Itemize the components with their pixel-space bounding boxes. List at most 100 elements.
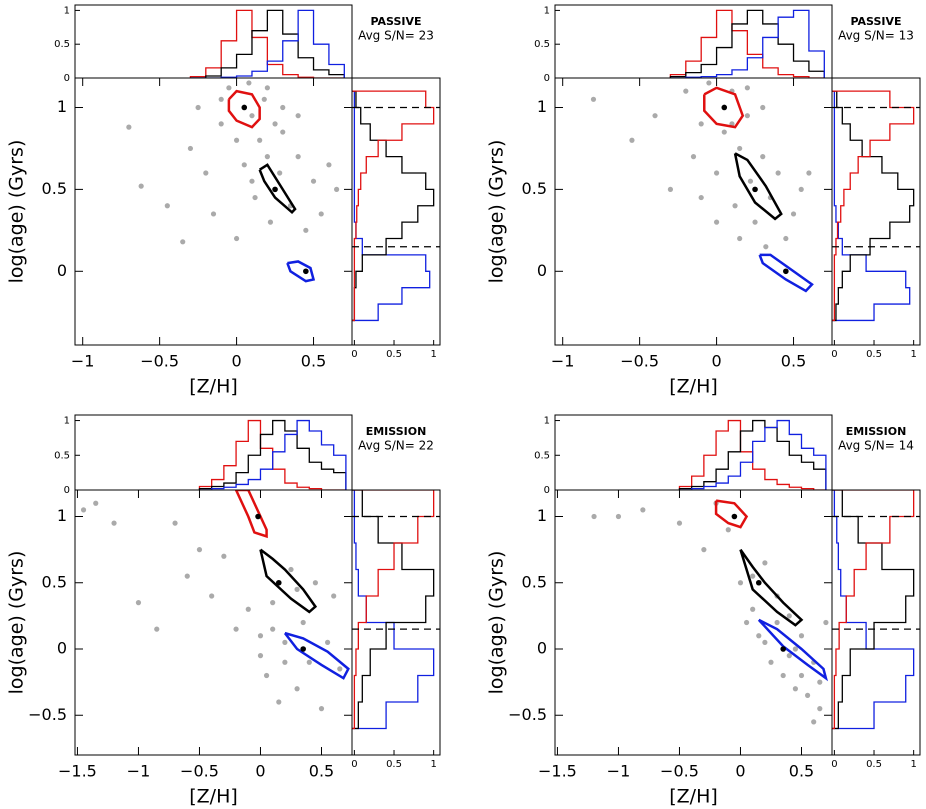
histogram-step [352,490,435,730]
contour [286,260,316,283]
scatter-point [737,235,743,242]
panel-title: PASSIVE [370,15,421,28]
y-tick-label: 0 [57,261,67,280]
best-fit-point [272,186,278,193]
scatter-point [303,227,309,233]
scatter-point [154,626,160,632]
right-hist-frame [831,489,921,756]
scatter-point [591,513,597,520]
y-axis-label: log(age) (Gyrs) [486,551,508,695]
top-hist-frame [554,4,833,79]
scatter-point [786,613,792,619]
contour [703,86,745,129]
panel-title: EMISSION [846,425,907,438]
scatter-point [226,85,232,91]
best-fit-point [783,268,789,275]
y-tick-label: 0 [64,485,70,496]
top-hist-layer [198,419,347,490]
contour [259,548,318,614]
scatter-point [276,699,282,705]
y-tick-label: 1 [544,416,550,427]
scatter-point [126,124,132,130]
x-axis-label: [Z/H] [669,376,718,398]
scatter-point [312,580,318,586]
scatter-point [760,104,766,111]
scatter-point [294,686,300,692]
scatter-point [263,672,270,679]
scatter-point [747,178,754,184]
scatter-point [334,186,340,192]
scatter-point [676,520,683,526]
x-tick-label: −1.5 [58,762,97,781]
scatter-point [210,211,217,217]
scatter-point [135,600,142,606]
scatter-point [683,88,689,94]
x-tick-label: −1 [607,762,631,781]
scatter-point [221,553,227,559]
best-fit-point [303,268,309,275]
scatter-point [233,626,239,632]
x-tick-label: −1 [551,352,575,371]
scatter-point [750,606,756,612]
y-axis-label: log(age) (Gyrs) [6,551,28,695]
scatter-point [337,666,343,672]
x-tick-label: 0 [351,759,357,770]
x-tick-label: 0 [351,349,357,360]
histogram-step [832,90,915,322]
x-tick-label: 0.5 [386,759,402,770]
scatter-point [792,686,798,692]
y-tick-label: 1 [64,416,70,427]
x-tick-label: 1 [430,759,436,770]
scatter-point [752,219,758,225]
scatter-point [249,178,255,184]
y-tick-label: 1 [537,506,547,525]
scatter-point [713,219,720,225]
contour [758,253,814,293]
scatter-point [701,547,707,553]
scatter-point [261,96,267,102]
scatter-point [326,162,332,168]
scatter-point [111,520,117,526]
scatter-point [172,520,178,526]
scatter-point [725,527,731,533]
best-fit-point [721,104,728,111]
scatter-point [280,104,286,111]
x-tick-label: 1 [910,349,916,360]
y-tick-label: 0.5 [54,39,70,50]
scatter-point [282,639,288,645]
histogram-step [352,90,435,322]
scatter-point [768,659,774,665]
right-hist-layer [352,90,440,322]
best-fit-point [755,579,762,586]
x-tick-label: 0 [255,762,265,781]
x-tick-label: −1 [71,352,95,371]
histogram-step [832,90,911,322]
contour [733,152,783,221]
scatter-point [270,626,276,632]
right-hist-layer [832,90,920,322]
scatter-point [629,137,635,143]
scatter-point [760,154,766,160]
scatter-point [331,593,337,599]
scatter-point [195,104,201,111]
scatter-point [203,170,209,176]
contour [283,631,350,680]
histogram-step [678,419,827,490]
scatter-point [218,96,224,102]
contour [714,499,749,529]
best-fit-point [780,646,786,652]
scatter-point [798,633,805,639]
y-tick-label: 0.5 [42,179,67,198]
histogram-step [190,9,345,78]
scatter-point [698,121,704,127]
scatter-point [257,137,263,143]
x-tick-label: −0.5 [660,762,699,781]
panel-subtitle: Avg S/N= 22 [358,439,434,453]
histogram-step [669,9,825,78]
scatter-point [300,619,306,626]
x-tick-label: 1 [910,759,916,770]
histogram-step [199,419,347,490]
scatter-point [783,235,789,242]
y-axis-label: log(age) (Gyrs) [6,140,28,284]
